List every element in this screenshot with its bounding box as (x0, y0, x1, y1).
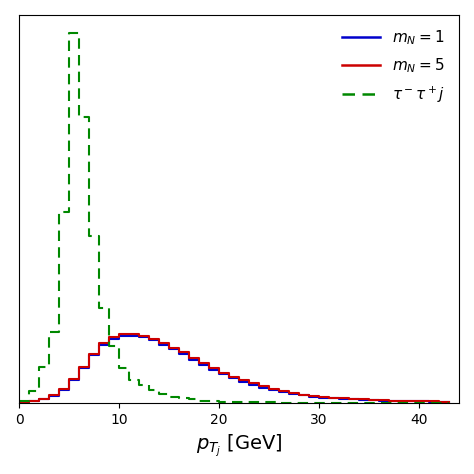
X-axis label: $p_{T_j}$ [GeV]: $p_{T_j}$ [GeV] (196, 432, 283, 459)
Legend: $m_N = 1$, $m_N = 5$, $\tau^- \tau^+ j$: $m_N = 1$, $m_N = 5$, $\tau^- \tau^+ j$ (336, 23, 451, 111)
